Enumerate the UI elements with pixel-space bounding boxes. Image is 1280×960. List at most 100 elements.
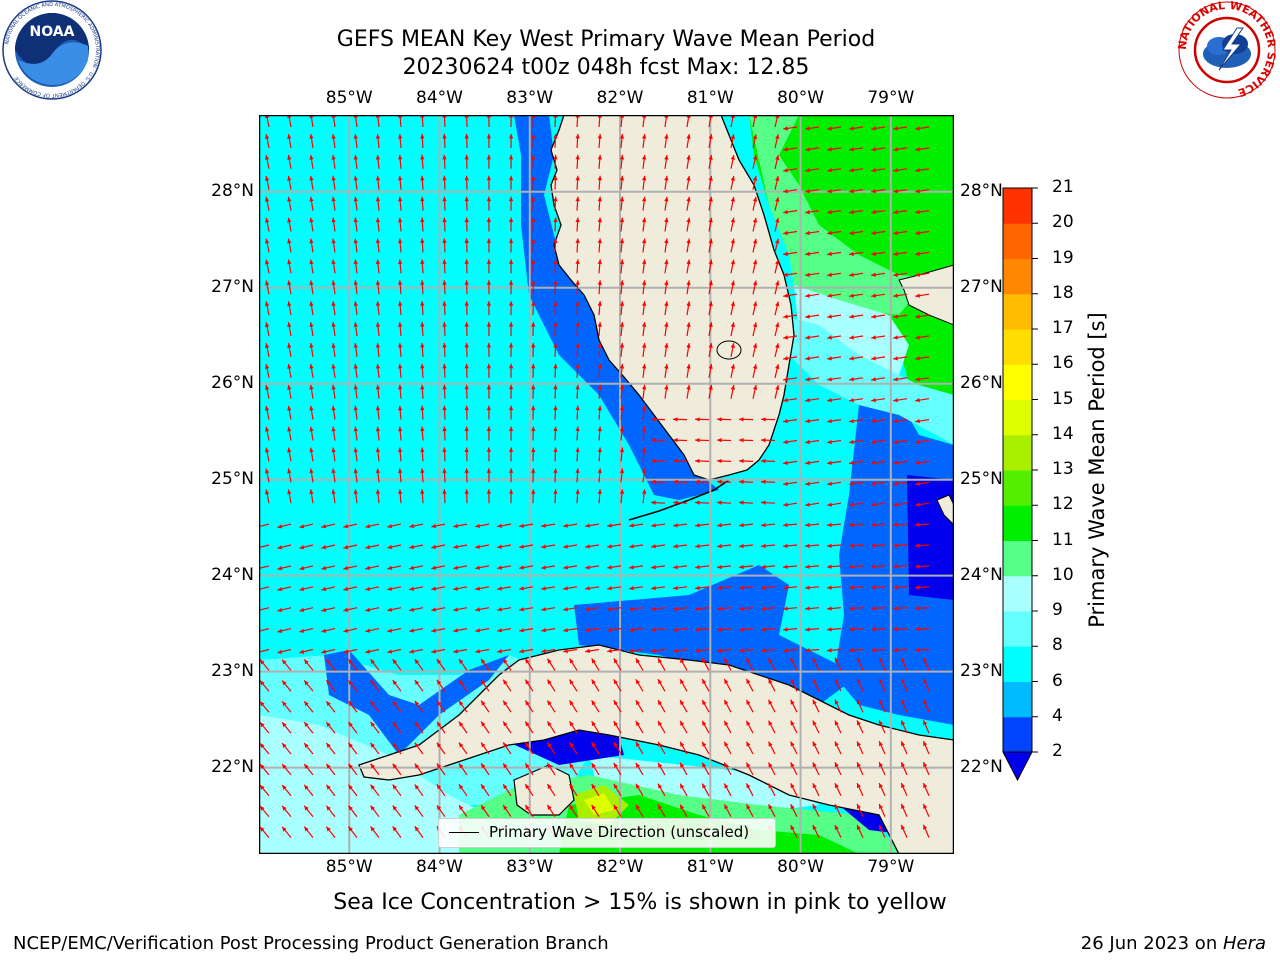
direction-arrow (893, 377, 908, 382)
direction-arrow (834, 657, 842, 671)
direction-arrow (878, 824, 886, 838)
direction-arrow (871, 209, 886, 215)
direction-arrow (752, 384, 758, 399)
direction-arrow (774, 301, 780, 316)
direction-arrow (805, 585, 820, 590)
direction-arrow (871, 251, 886, 256)
direction-arrow (299, 628, 314, 633)
direction-arrow (287, 238, 292, 253)
direction-arrow (922, 720, 930, 734)
direction-arrow (915, 230, 930, 236)
direction-arrow (730, 384, 735, 399)
direction-arrow (701, 699, 710, 713)
direction-arrow (783, 627, 798, 632)
lat-tick-right: 23°N (960, 660, 1003, 681)
direction-arrow (805, 397, 820, 403)
direction-arrow (370, 658, 380, 671)
direction-arrow (774, 343, 780, 358)
direction-arrow (849, 251, 864, 256)
direction-arrow (287, 217, 292, 232)
direction-arrow (761, 564, 776, 570)
direction-arrow (264, 343, 270, 358)
direction-arrow (420, 133, 425, 148)
chart-subtitle: 20230624 t00z 048h fcst Max: 12.85 (402, 55, 810, 80)
colorbar-segment (1003, 575, 1032, 612)
direction-arrow (475, 607, 490, 612)
direction-arrow (287, 301, 292, 316)
direction-arrow (531, 217, 536, 232)
direction-arrow (508, 342, 514, 357)
direction-arrow (915, 377, 930, 382)
direction-arrow (672, 458, 688, 464)
colorbar-tick-label: 13 (1052, 459, 1074, 479)
direction-arrow (321, 523, 336, 529)
direction-arrow (774, 280, 780, 295)
direction-arrow (453, 586, 468, 591)
direction-arrow (827, 481, 842, 486)
direction-arrow (856, 657, 864, 671)
direction-arrow (458, 679, 468, 692)
direction-arrow (848, 585, 864, 590)
lon-tick-bottom: 79°W (867, 857, 915, 877)
lon-tick-top: 79°W (867, 88, 915, 108)
direction-arrow (409, 586, 424, 591)
direction-arrow (752, 154, 758, 169)
direction-arrow (701, 741, 710, 755)
colorbar-tick-label: 10 (1052, 564, 1074, 585)
direction-arrow (641, 447, 647, 462)
direction-arrow (303, 700, 314, 713)
direction-arrow (464, 196, 469, 211)
direction-arrow (686, 238, 691, 253)
direction-arrow (695, 606, 710, 612)
direction-arrow (259, 805, 270, 818)
colorbar-segment (1003, 611, 1032, 647)
direction-arrow (664, 301, 669, 316)
direction-arrow (745, 657, 754, 671)
direction-arrow (664, 384, 669, 399)
direction-arrow (420, 175, 425, 190)
direction-arrow (569, 658, 578, 671)
direction-arrow (752, 363, 758, 378)
direction-arrow (914, 543, 930, 548)
direction-arrow (321, 565, 336, 571)
direction-arrow (575, 133, 580, 148)
direction-arrow (613, 783, 622, 797)
direction-arrow (497, 648, 512, 654)
direction-arrow (664, 196, 669, 211)
direction-arrow (531, 489, 536, 504)
direction-arrow (480, 721, 490, 734)
direction-arrow (442, 489, 447, 504)
direction-arrow (331, 384, 336, 399)
direction-arrow (464, 259, 469, 274)
direction-arrow (664, 154, 669, 169)
direction-arrow (657, 657, 666, 671)
direction-arrow (353, 322, 358, 337)
direction-arrow (541, 648, 556, 654)
colorbar-segment (1003, 540, 1032, 577)
lon-tick-top: 84°W (416, 88, 463, 108)
direction-arrow (827, 168, 842, 173)
direction-arrow (464, 301, 469, 316)
direction-arrow (486, 342, 492, 357)
direction-arrow (768, 678, 776, 692)
direction-arrow (657, 783, 666, 797)
direction-arrow (641, 342, 647, 357)
direction-arrow (597, 447, 602, 462)
direction-arrow (563, 627, 578, 633)
direction-arrow (619, 447, 625, 462)
direction-arrow (783, 272, 798, 277)
direction-arrow (849, 356, 864, 361)
direction-arrow (524, 700, 534, 713)
direction-arrow (745, 762, 754, 776)
direction-arrow (716, 438, 732, 443)
direction-arrow (870, 522, 886, 527)
wave-direction-arrows (259, 115, 930, 838)
direction-arrow (708, 154, 713, 169)
direction-arrow (723, 741, 732, 755)
direction-arrow (309, 489, 314, 504)
direction-arrow (370, 805, 380, 818)
direction-arrow (458, 804, 468, 818)
direction-arrow (309, 342, 314, 357)
direction-arrow (664, 342, 669, 357)
direction-arrow (569, 783, 578, 797)
